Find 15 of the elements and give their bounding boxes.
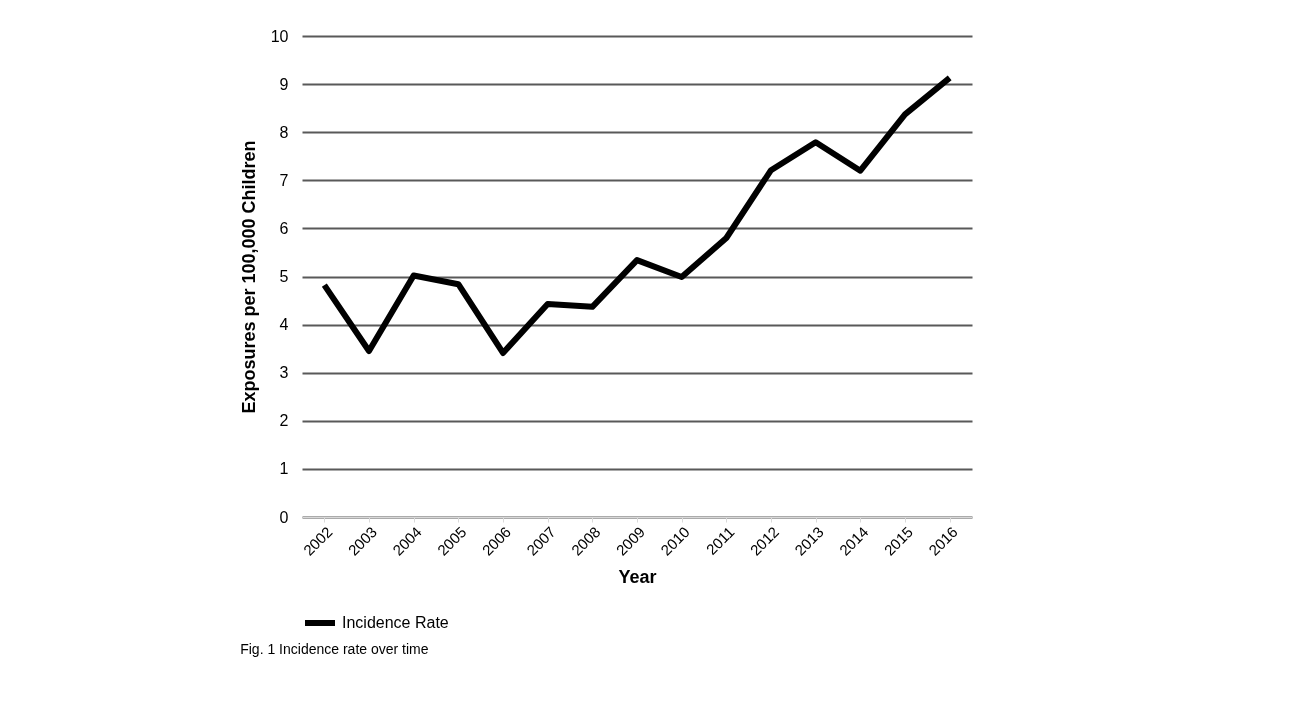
y-tick-label: 10 — [270, 27, 289, 45]
y-tick-label: 3 — [279, 364, 289, 382]
y-tick-label: 6 — [279, 219, 289, 237]
y-tick-label: 2 — [279, 412, 289, 430]
y-tick-label: 1 — [279, 460, 289, 478]
y-tick-label: 9 — [279, 75, 289, 93]
y-tick-label: 0 — [279, 508, 289, 526]
legend-label: Incidence Rate — [342, 614, 449, 631]
y-axis-title: Exposures per 100,000 Children — [238, 140, 259, 414]
y-tick-label: 7 — [279, 171, 289, 189]
x-axis-title: Year — [618, 566, 657, 587]
y-tick-label: 8 — [279, 123, 289, 141]
y-tick-label: 5 — [279, 268, 289, 285]
y-tick-label: 4 — [279, 316, 289, 334]
caption: Fig. 1 Incidence rate over time — [240, 641, 429, 657]
